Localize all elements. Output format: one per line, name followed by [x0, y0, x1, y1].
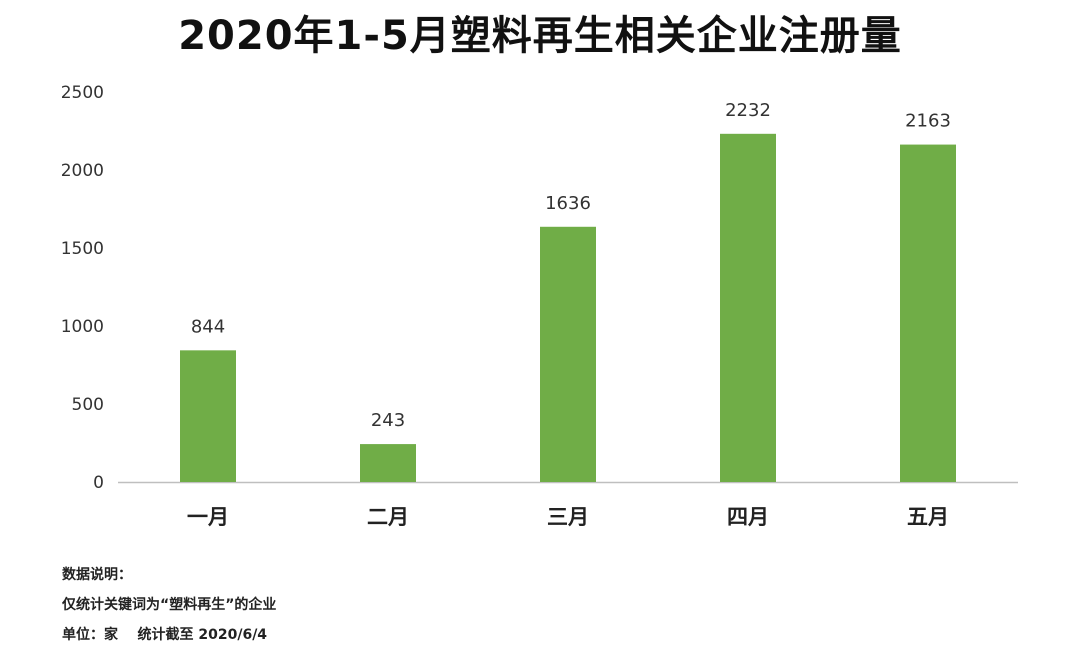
notes-heading: 数据说明： [62, 567, 132, 583]
y-tick-label: 2500 [61, 83, 104, 103]
y-tick-label: 0 [93, 473, 104, 493]
notes-unit-date: 单位：家 统计截至 2020/6/4 [62, 627, 268, 643]
bar [900, 144, 956, 482]
y-tick-label: 1500 [61, 239, 104, 259]
bar [360, 444, 416, 482]
bar-value-label: 1636 [545, 193, 591, 214]
bar-chart: 0 500 1000 1500 2000 2500 844 一月 243 二月 1636 三月 2232… [61, 83, 1018, 529]
notes-scope: 仅统计关键词为“塑料再生”的企业 [62, 597, 277, 613]
x-category-label: 一月 [187, 505, 229, 529]
y-tick-label: 500 [72, 395, 104, 415]
bar [180, 350, 236, 482]
bar-value-label: 2163 [905, 111, 951, 132]
y-tick-label: 2000 [61, 161, 104, 181]
bar-value-label: 2232 [725, 100, 771, 121]
bar-value-label: 243 [371, 410, 405, 431]
y-tick-label: 1000 [61, 317, 104, 337]
bar [720, 133, 776, 483]
chart-title: 2020年1-5月塑料再生相关企业注册量 [178, 13, 902, 59]
bar-value-label: 844 [191, 316, 225, 337]
x-category-label: 三月 [547, 505, 589, 529]
x-category-label: 五月 [907, 505, 949, 529]
bar [540, 226, 596, 482]
data-notes: 数据说明： 仅统计关键词为“塑料再生”的企业 单位：家 统计截至 2020/6/… [62, 560, 276, 650]
x-category-label: 二月 [367, 505, 409, 529]
x-category-label: 四月 [727, 505, 769, 529]
